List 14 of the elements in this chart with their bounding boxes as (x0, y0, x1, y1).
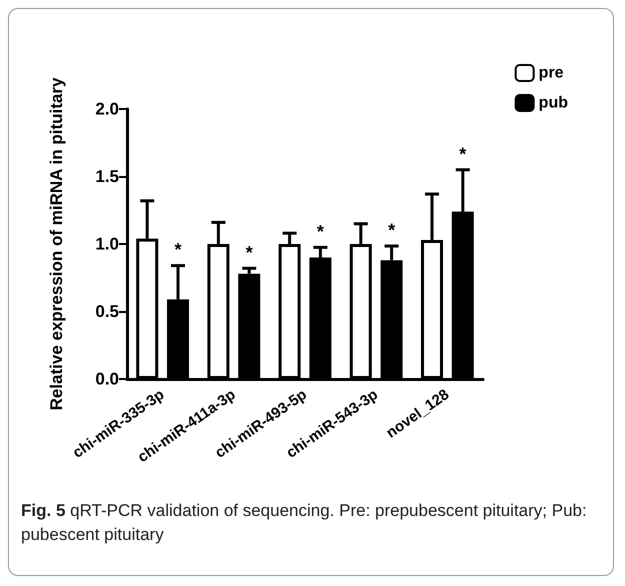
y-tick-label: 1.0 (95, 234, 119, 254)
legend-label: pre (538, 64, 564, 82)
y-tick-label: 2.0 (95, 100, 119, 118)
data-label: * (459, 144, 466, 164)
y-tick-label: 0.0 (95, 370, 119, 388)
y-tick-label: 1.5 (95, 167, 119, 186)
legend-label: pub (538, 94, 568, 112)
y-axis-title: Relative expression of miRNA in pituitary (47, 77, 66, 410)
y-tick-label: 0.5 (95, 302, 119, 321)
data-label: * (246, 242, 253, 262)
data-label: * (316, 221, 324, 242)
data-label: * (388, 220, 396, 240)
caption: Fig. 5 qRT-PCR validation of sequencing. Pre: prepubescent pituitary; Pub: pubescent pituitary (21, 500, 588, 546)
data-label: * (174, 240, 182, 260)
